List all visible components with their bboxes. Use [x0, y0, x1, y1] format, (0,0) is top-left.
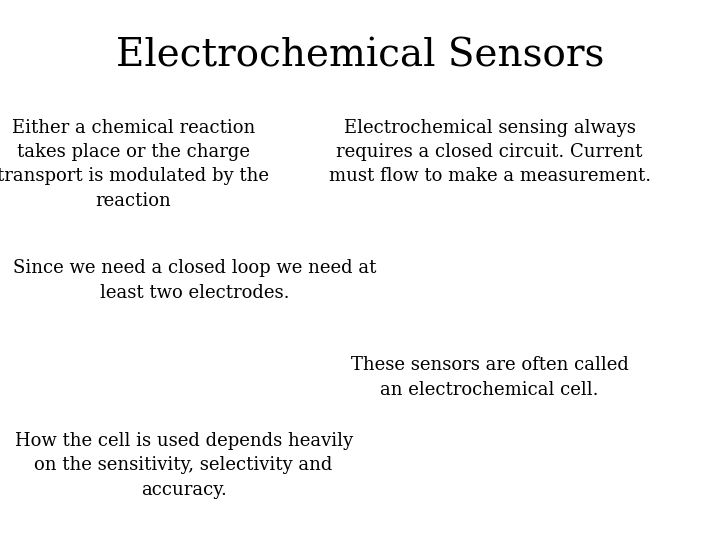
Text: These sensors are often called
an electrochemical cell.: These sensors are often called an electr… — [351, 356, 629, 399]
Text: How the cell is used depends heavily
on the sensitivity, selectivity and
accurac: How the cell is used depends heavily on … — [14, 432, 353, 498]
Text: Since we need a closed loop we need at
least two electrodes.: Since we need a closed loop we need at l… — [13, 259, 376, 301]
Text: Electrochemical sensing always
requires a closed circuit. Current
must flow to m: Electrochemical sensing always requires … — [328, 119, 651, 185]
Text: Either a chemical reaction
takes place or the charge
transport is modulated by t: Either a chemical reaction takes place o… — [0, 119, 269, 210]
Text: Electrochemical Sensors: Electrochemical Sensors — [116, 38, 604, 75]
